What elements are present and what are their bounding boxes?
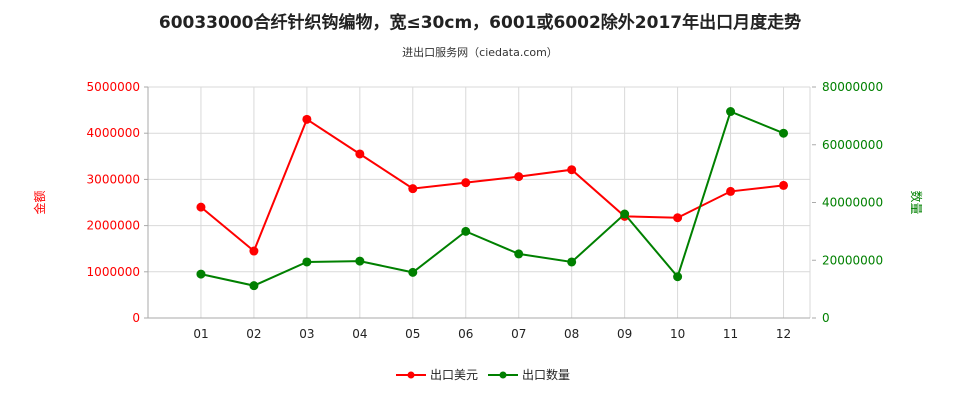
x-tick-label: 05 xyxy=(405,327,420,341)
legend-label: 出口美元 xyxy=(430,368,479,382)
series-1-point xyxy=(514,172,524,182)
series-1-point xyxy=(726,186,736,196)
series-2-point xyxy=(249,281,259,291)
series-2-point xyxy=(408,267,418,277)
series-1-point xyxy=(461,178,471,188)
legend-label: 出口数量 xyxy=(522,368,571,382)
series-2-point xyxy=(567,257,577,267)
legend-line-green-icon xyxy=(488,371,518,378)
series-1-point xyxy=(249,246,259,256)
x-tick-label: 08 xyxy=(564,327,579,341)
right-tick-label: 0 xyxy=(822,311,830,325)
left-tick-label: 1000000 xyxy=(87,265,140,279)
chart-title: 60033000合纤针织钩编物，宽≤30cm，6001或6002除外2017年出… xyxy=(158,13,802,33)
series-2-point xyxy=(779,128,789,138)
series-2-point xyxy=(726,107,736,117)
series-2-point xyxy=(514,249,524,259)
chart-subtitle: 进出口服务网（ciedata.com） xyxy=(402,46,558,59)
right-tick-label: 20000000 xyxy=(822,253,883,267)
series-2-point xyxy=(302,257,312,267)
right-tick-label: 60000000 xyxy=(822,138,883,152)
series-line-2 xyxy=(200,110,784,287)
series-2-point xyxy=(196,269,206,279)
right-tick-label: 80000000 xyxy=(822,80,883,94)
x-tick-label: 02 xyxy=(246,327,261,341)
series-2-point xyxy=(620,209,630,219)
x-tick-label: 11 xyxy=(723,327,738,341)
x-tick-label: 03 xyxy=(299,327,314,341)
right-axis-title: 数量 xyxy=(909,190,924,214)
x-tick-label: 01 xyxy=(193,327,208,341)
x-tick-label: 07 xyxy=(511,327,526,341)
series-1-point xyxy=(673,213,683,223)
legend-item-export-usd[interactable]: 出口美元 xyxy=(396,366,478,383)
left-tick-label: 0 xyxy=(132,311,140,325)
series-1-point xyxy=(196,202,206,212)
x-tick-label: 12 xyxy=(776,327,791,341)
x-tick-label: 04 xyxy=(352,327,367,341)
legend-item-export-quantity[interactable]: 出口数量 xyxy=(488,366,570,383)
series-1-point xyxy=(408,184,418,194)
x-tick-label: 09 xyxy=(617,327,632,341)
series-2-point xyxy=(461,226,471,236)
left-tick-label: 2000000 xyxy=(87,219,140,233)
right-tick-label: 40000000 xyxy=(822,196,883,210)
series-1-point xyxy=(302,114,312,124)
series-2-point xyxy=(673,272,683,282)
left-axis-title: 金额 xyxy=(32,190,47,214)
legend-line-red-icon xyxy=(396,371,426,378)
series-1-point xyxy=(355,149,365,159)
series-2-point xyxy=(355,256,365,266)
series-1-point xyxy=(779,180,789,190)
left-tick-label: 4000000 xyxy=(87,126,140,140)
left-tick-label: 5000000 xyxy=(87,80,140,94)
x-tick-label: 06 xyxy=(458,327,473,341)
left-tick-label: 3000000 xyxy=(87,172,140,186)
series-line-1 xyxy=(200,117,784,253)
x-tick-label: 10 xyxy=(670,327,685,341)
series-1-point xyxy=(567,165,577,175)
